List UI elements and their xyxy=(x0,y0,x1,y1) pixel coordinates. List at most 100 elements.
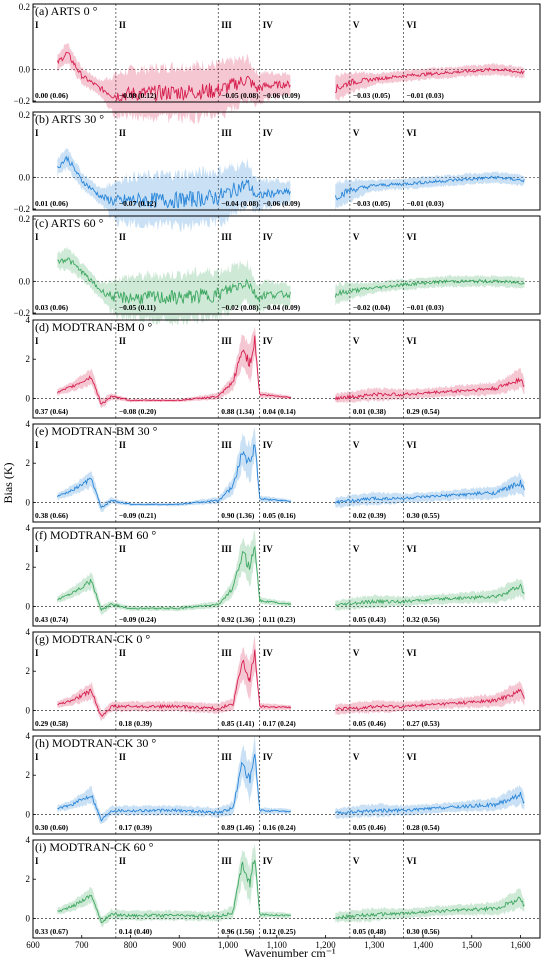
region-stat: 0.96 (1.56) xyxy=(221,927,255,936)
region-stat: 0.17 (0.24) xyxy=(263,719,297,728)
region-stat: −0.04 (0.08) xyxy=(221,199,259,208)
y-axis-label: Bias (K) xyxy=(1,463,15,504)
region-stat: 0.88 (1.34) xyxy=(221,407,255,416)
spread-band xyxy=(335,888,525,924)
panel-title: (d) MODTRAN-BM 0 ° xyxy=(35,320,152,334)
region-label: IV xyxy=(263,232,274,242)
region-stat: 0.92 (1.36) xyxy=(221,615,255,624)
region-label: V xyxy=(353,440,360,450)
region-label: II xyxy=(119,440,127,450)
x-tick-label: 900 xyxy=(173,940,187,950)
region-stat: 0.00 (0.06) xyxy=(35,91,69,100)
x-tick-label: 800 xyxy=(124,940,138,950)
spread-band xyxy=(57,530,291,616)
y-tick-label: −0.2 xyxy=(14,308,30,318)
y-tick-label: 0 xyxy=(26,705,31,715)
region-stat: −0.01 (0.03) xyxy=(407,303,445,312)
spread-band xyxy=(57,326,291,409)
region-stat: 0.37 (0.64) xyxy=(35,407,69,416)
region-label: III xyxy=(221,752,232,762)
region-label: I xyxy=(35,856,39,866)
region-label: I xyxy=(35,648,39,658)
region-label: IV xyxy=(263,648,274,658)
y-tick-label: 4 xyxy=(26,315,31,325)
region-label: II xyxy=(119,232,127,242)
panel: (e) MODTRAN-BM 30 ° 4 2 0 I 0.38 (0.66) II −0.0… xyxy=(26,419,541,523)
region-label: VI xyxy=(407,544,417,554)
panel-frame xyxy=(32,631,541,731)
region-stat: −0.02 (0.04) xyxy=(353,303,391,312)
region-stat: 0.17 (0.39) xyxy=(119,823,153,832)
panel: (h) MODTRAN-CK 30 ° 4 2 0 I 0.30 (0.60) II 0.17… xyxy=(26,731,541,835)
region-label: III xyxy=(221,544,232,554)
y-tick-label: 4 xyxy=(26,731,31,741)
series-line xyxy=(57,444,291,509)
region-stat: 0.29 (0.58) xyxy=(35,719,69,728)
region-stat: −0.08 (0.20) xyxy=(119,407,157,416)
region-label: VI xyxy=(407,128,417,138)
region-label: I xyxy=(35,128,39,138)
series-line xyxy=(57,155,291,209)
region-label: I xyxy=(35,544,39,554)
spread-band xyxy=(335,274,525,306)
panel-title: (e) MODTRAN-BM 30 ° xyxy=(35,424,158,438)
region-stat: −0.09 (0.24) xyxy=(119,615,157,624)
region-stat: −0.08 (0.12) xyxy=(119,91,157,100)
region-stat: 0.05 (0.16) xyxy=(263,511,297,520)
region-label: V xyxy=(353,336,360,346)
y-tick-label: 2 xyxy=(26,354,31,364)
panel: (d) MODTRAN-BM 0 ° 4 2 0 I 0.37 (0.64) II −0.08… xyxy=(26,315,541,419)
region-label: II xyxy=(119,128,127,138)
panel: (g) MODTRAN-CK 0 ° 4 2 0 I 0.29 (0.58) II 0.18 … xyxy=(26,627,541,731)
region-stat: 0.32 (0.56) xyxy=(407,615,441,624)
region-label: II xyxy=(119,856,127,866)
panel-title: (g) MODTRAN-CK 0 ° xyxy=(35,632,150,646)
x-tick-label: 1,300 xyxy=(364,940,385,950)
region-stat: −0.02 (0.08) xyxy=(221,303,259,312)
region-stat: 0.90 (1.36) xyxy=(221,511,255,520)
x-axis-label: Wavenumber cm⁻¹ xyxy=(244,946,336,960)
series-line xyxy=(335,791,525,815)
region-stat: 0.18 (0.39) xyxy=(119,719,153,728)
spread-band xyxy=(335,784,525,820)
y-tick-label: 0.0 xyxy=(19,276,31,286)
region-label: IV xyxy=(263,20,274,30)
region-stat: 0.89 (1.46) xyxy=(221,823,255,832)
region-stat: −0.03 (0.05) xyxy=(353,91,391,100)
region-label: I xyxy=(35,20,39,30)
spread-band xyxy=(335,680,525,716)
region-stat: 0.05 (0.46) xyxy=(353,719,387,728)
series-line xyxy=(334,278,525,298)
spread-band xyxy=(57,734,291,825)
x-tick-label: 1,200 xyxy=(315,940,336,950)
region-label: VI xyxy=(407,856,417,866)
panel-title: (a) ARTS 0 ° xyxy=(35,4,98,18)
region-label: II xyxy=(119,648,127,658)
y-tick-label: 0 xyxy=(26,393,31,403)
region-stat: 0.03 (0.06) xyxy=(35,303,69,312)
x-tick-label: 700 xyxy=(75,940,89,950)
panel-title: (b) ARTS 30 ° xyxy=(35,112,104,126)
region-stat: 0.30 (0.56) xyxy=(407,927,441,936)
region-stat: 0.01 (0.38) xyxy=(353,407,387,416)
region-label: IV xyxy=(263,336,274,346)
y-tick-label: 0 xyxy=(26,497,31,507)
panels: (a) ARTS 0 °0.20.0−0.2I0.00 (0.06)II−0.0… xyxy=(14,2,541,939)
series-line xyxy=(57,257,291,306)
panel-title: (h) MODTRAN-CK 30 ° xyxy=(35,736,156,750)
panel-frame xyxy=(32,527,541,627)
y-tick-label: 0 xyxy=(26,809,31,819)
x-tick-label: 1,600 xyxy=(510,940,531,950)
region-stat: 0.05 (0.46) xyxy=(353,823,387,832)
spread-band xyxy=(57,148,291,233)
region-stat: 0.16 (0.24) xyxy=(263,823,297,832)
series-line xyxy=(334,377,525,401)
region-stat: −0.05 (0.11) xyxy=(119,303,156,312)
region-label: V xyxy=(353,20,360,30)
region-stat: 0.04 (0.14) xyxy=(263,407,297,416)
region-label: VI xyxy=(407,20,417,30)
region-label: III xyxy=(221,440,232,450)
region-label: IV xyxy=(263,544,274,554)
series-line xyxy=(335,583,525,607)
y-tick-label: 2 xyxy=(26,562,31,572)
